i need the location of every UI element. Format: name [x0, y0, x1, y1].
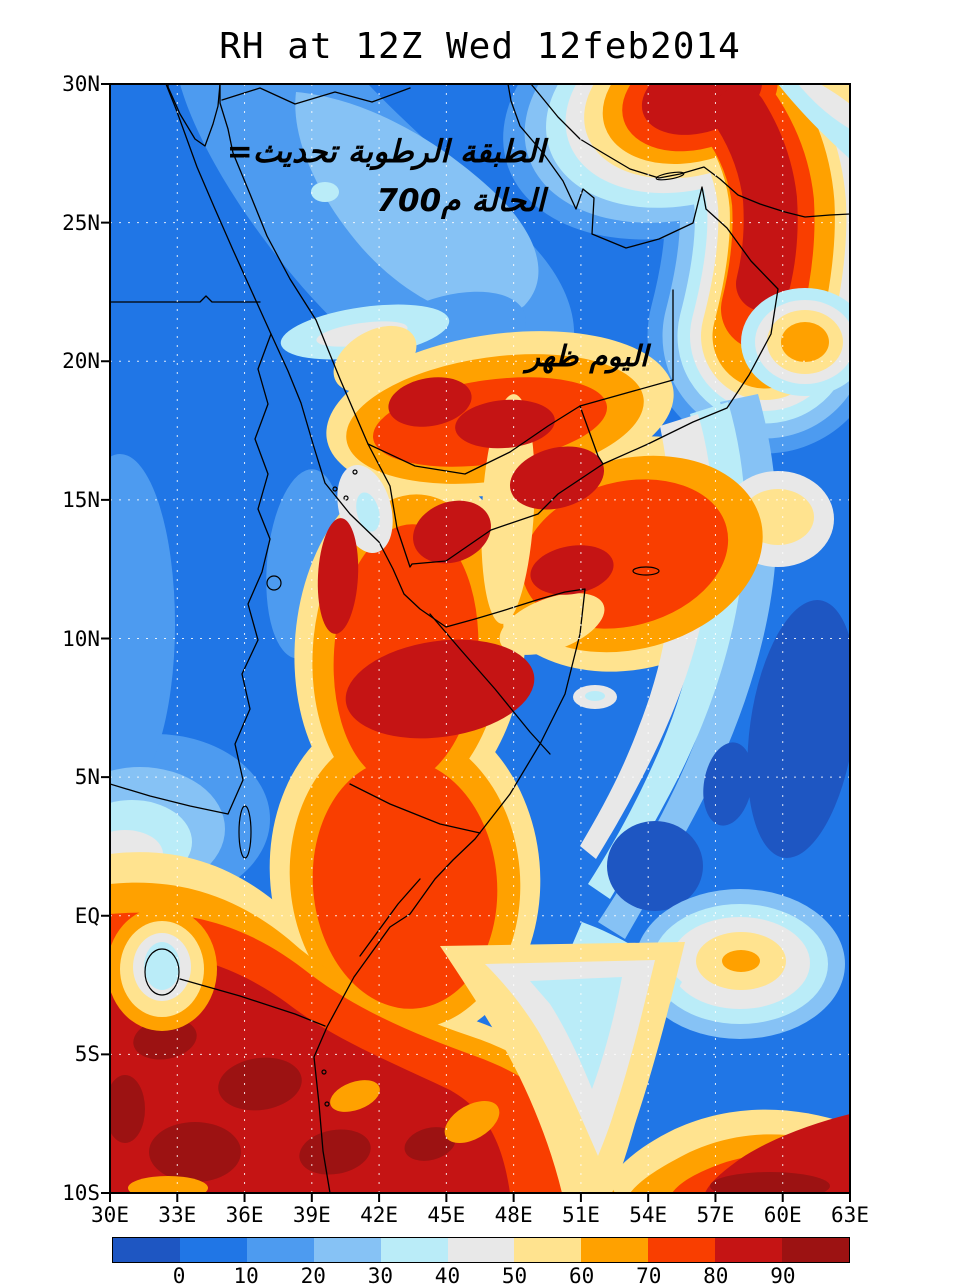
sudan-eritrea-ethiopia-border [227, 333, 272, 815]
sudan-south-borders [110, 783, 229, 815]
ethiopia-somalia-border [429, 613, 551, 755]
x-axis-tick-label: 54E [629, 1203, 668, 1227]
kenya-tanzania-border [179, 978, 326, 1027]
x-axis-tick-label: 57E [696, 1203, 735, 1227]
y-axis-tick-label: 25N [62, 210, 100, 235]
egypt-sudan-border [110, 295, 261, 303]
colorbar-tick-label: 80 [703, 1264, 729, 1288]
y-axis-tick-label: 5N [74, 765, 100, 790]
graticule [110, 84, 850, 1193]
yemen-oman-border [579, 405, 604, 465]
x-axis-tick-label: 39E [292, 1203, 331, 1227]
colorbar-segment [514, 1238, 582, 1262]
colorbar-tick-label: 50 [501, 1264, 528, 1288]
colorbar-segment [313, 1238, 381, 1262]
map-plot-area [101, 83, 851, 1202]
kenya-somalia-border [359, 878, 421, 957]
contour-fills [110, 84, 850, 1193]
plot-frame [109, 83, 851, 1194]
colorbar-tick-label: 0 [172, 1264, 186, 1288]
colorbar-segment [179, 1238, 247, 1262]
annotation-token: ظهر [525, 339, 579, 373]
x-axis-tick-label: 51E [561, 1203, 600, 1227]
y-axis-tick-label: 30N [62, 72, 100, 96]
annotation-token: اليوم [589, 339, 648, 373]
colorbar-tick-label: 60 [568, 1264, 595, 1288]
lake-victoria-outline [144, 948, 180, 996]
axis-ticks [101, 83, 851, 1202]
socotra-island [632, 566, 660, 576]
colorbar-tick-label: 10 [233, 1264, 259, 1288]
arabian-peninsula-coastline [219, 84, 779, 568]
qeshm-island [655, 171, 685, 181]
y-axis-tick-label: 5S [74, 1042, 100, 1067]
iran-coastline [530, 84, 850, 218]
y-axis-tick-label: 15N [62, 487, 100, 512]
colorbar-tick-label: 70 [636, 1264, 662, 1288]
y-axis-tick-label: 10N [62, 626, 100, 651]
colorbar-segment [715, 1238, 783, 1262]
colorbar-tick-label: 30 [367, 1264, 393, 1288]
annotation-arabic-line1: =تحديث الرطوبة الطبقة [227, 134, 545, 170]
x-axis-tick-label: 36E [225, 1203, 264, 1227]
colorbar-segment [581, 1238, 649, 1262]
x-axis-tick-label: 48E [494, 1203, 533, 1227]
annotation-token: =تحديث [226, 134, 337, 170]
y-axis-tick-label: 20N [62, 349, 100, 374]
annotation-arabic-line3: ظهر اليوم [526, 339, 648, 373]
contour-map [101, 83, 851, 1202]
colorbar-segment [447, 1238, 515, 1262]
colorbar-tick-label: 20 [300, 1264, 326, 1288]
colorbar-segment [113, 1238, 180, 1262]
annotation-token: الطبقة [459, 134, 545, 170]
colorbar-segment [782, 1238, 849, 1262]
colorbar [112, 1237, 850, 1263]
y-axis-tick-label: 10S [62, 1181, 100, 1205]
y-axis-tick-label: EQ [74, 903, 100, 928]
colorbar-tick-label: 40 [434, 1264, 461, 1288]
annotation-token: الرطوبة [347, 134, 449, 170]
annotation-token: 700م [376, 183, 461, 219]
farasan-islet [352, 469, 358, 475]
chart-title: RH at 12Z Wed 12feb2014 [219, 26, 741, 67]
ethiopia-kenya-border [349, 783, 481, 834]
x-axis-tick-label: 60E [763, 1203, 802, 1227]
jordan-saudi-border [221, 87, 411, 105]
zanzibar-islet [324, 1101, 330, 1107]
x-axis-tick-label: 63E [831, 1203, 869, 1227]
x-axis-tick-label: 45E [427, 1203, 466, 1227]
sinai-coastline [167, 84, 221, 147]
annotation-arabic-line2: 700م الحالة [376, 183, 545, 219]
lake-tana-outline [266, 575, 282, 591]
x-axis-tick-label: 30E [91, 1203, 129, 1227]
annotation-token: الحالة [471, 183, 545, 219]
colorbar-tick-label: 90 [770, 1264, 796, 1288]
colorbar-segment [648, 1238, 716, 1262]
x-axis-tick-label: 42E [360, 1203, 399, 1227]
colorbar-segment [380, 1238, 448, 1262]
x-axis-tick-label: 33E [158, 1203, 197, 1227]
colorbar-segment [246, 1238, 314, 1262]
coastlines-and-borders [110, 84, 850, 1193]
dahlak-islet [332, 486, 338, 492]
pemba-islet [321, 1069, 327, 1075]
